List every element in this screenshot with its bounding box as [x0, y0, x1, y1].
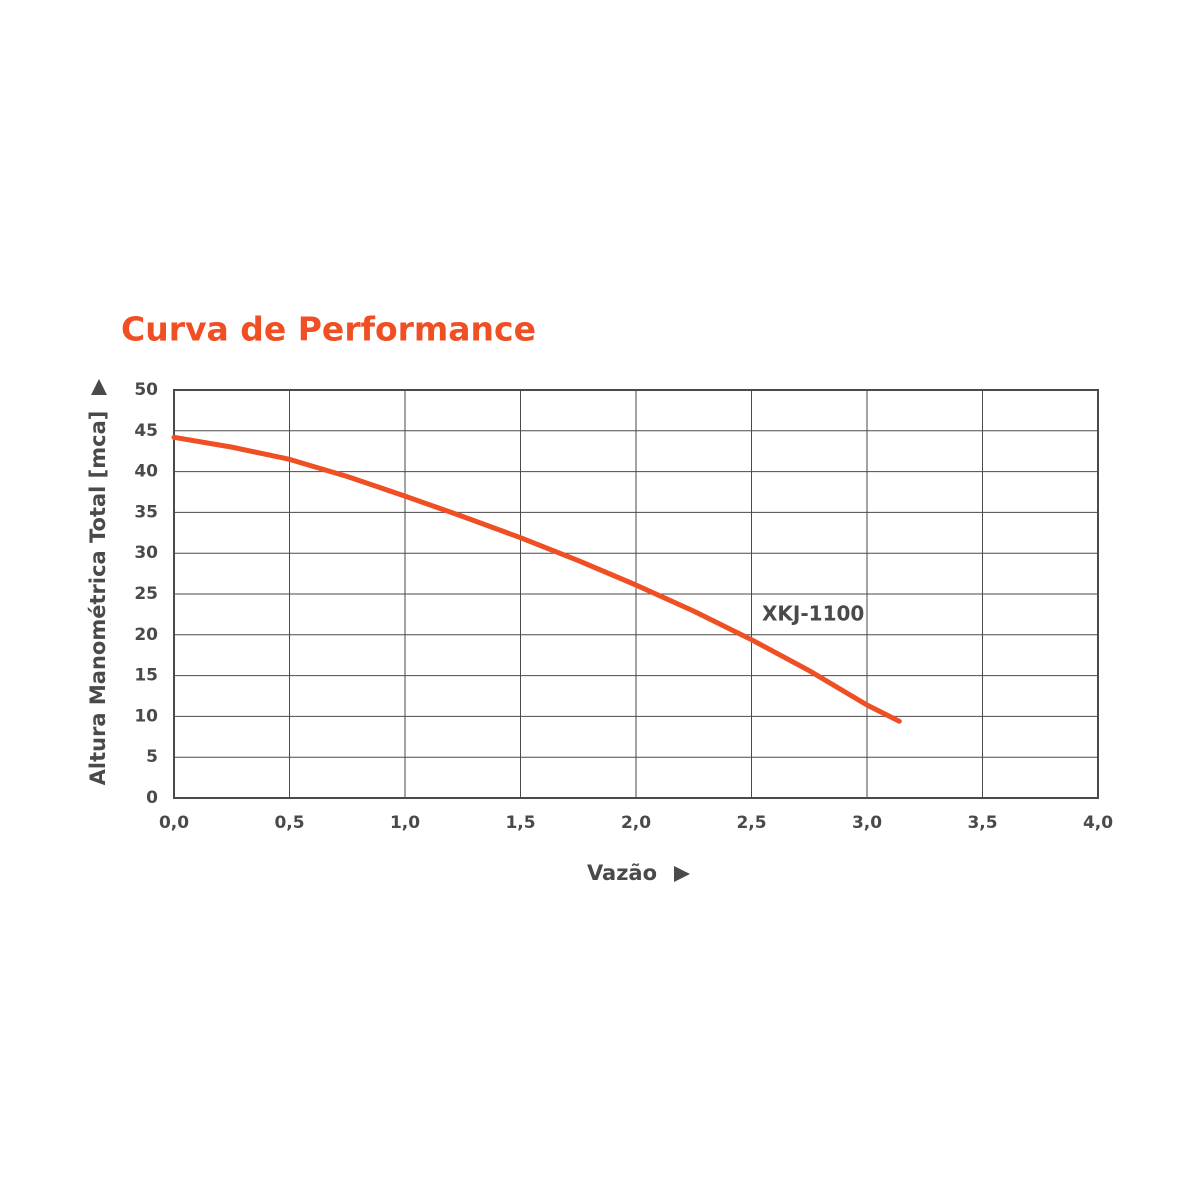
y-tick-label: 50 [134, 380, 158, 400]
y-tick-label: 5 [146, 747, 158, 767]
x-tick-label: 0,0 [159, 813, 189, 833]
y-tick-label: 15 [134, 666, 158, 686]
y-axis-arrow [91, 379, 107, 395]
x-tick-label: 1,5 [505, 813, 535, 833]
y-tick-label: 45 [134, 421, 158, 441]
x-axis-arrow [674, 866, 690, 882]
y-tick-label: 0 [146, 788, 158, 808]
x-tick-label: 1,0 [390, 813, 420, 833]
plot-frame [173, 389, 1099, 799]
x-tick-label: 4,0 [1083, 813, 1113, 833]
y-tick-label: 20 [134, 625, 158, 645]
y-tick-label: 25 [134, 584, 158, 604]
x-tick-label: 0,5 [274, 813, 304, 833]
y-tick-label: 35 [134, 502, 158, 522]
x-tick-label: 2,0 [621, 813, 651, 833]
y-tick-label: 30 [134, 543, 158, 563]
chart-title: Curva de Performance [121, 310, 536, 349]
y-tick-label: 10 [134, 706, 158, 726]
y-tick-label: 40 [134, 462, 158, 482]
y-axis-label: Altura Manométrica Total [mca] [86, 411, 110, 786]
x-tick-label: 3,5 [967, 813, 997, 833]
series-line [171, 434, 902, 724]
x-tick-label: 2,5 [736, 813, 766, 833]
x-axis-label: Vazão [587, 861, 657, 885]
x-tick-label: 3,0 [852, 813, 882, 833]
series-label: XKJ-1100 [762, 602, 864, 626]
